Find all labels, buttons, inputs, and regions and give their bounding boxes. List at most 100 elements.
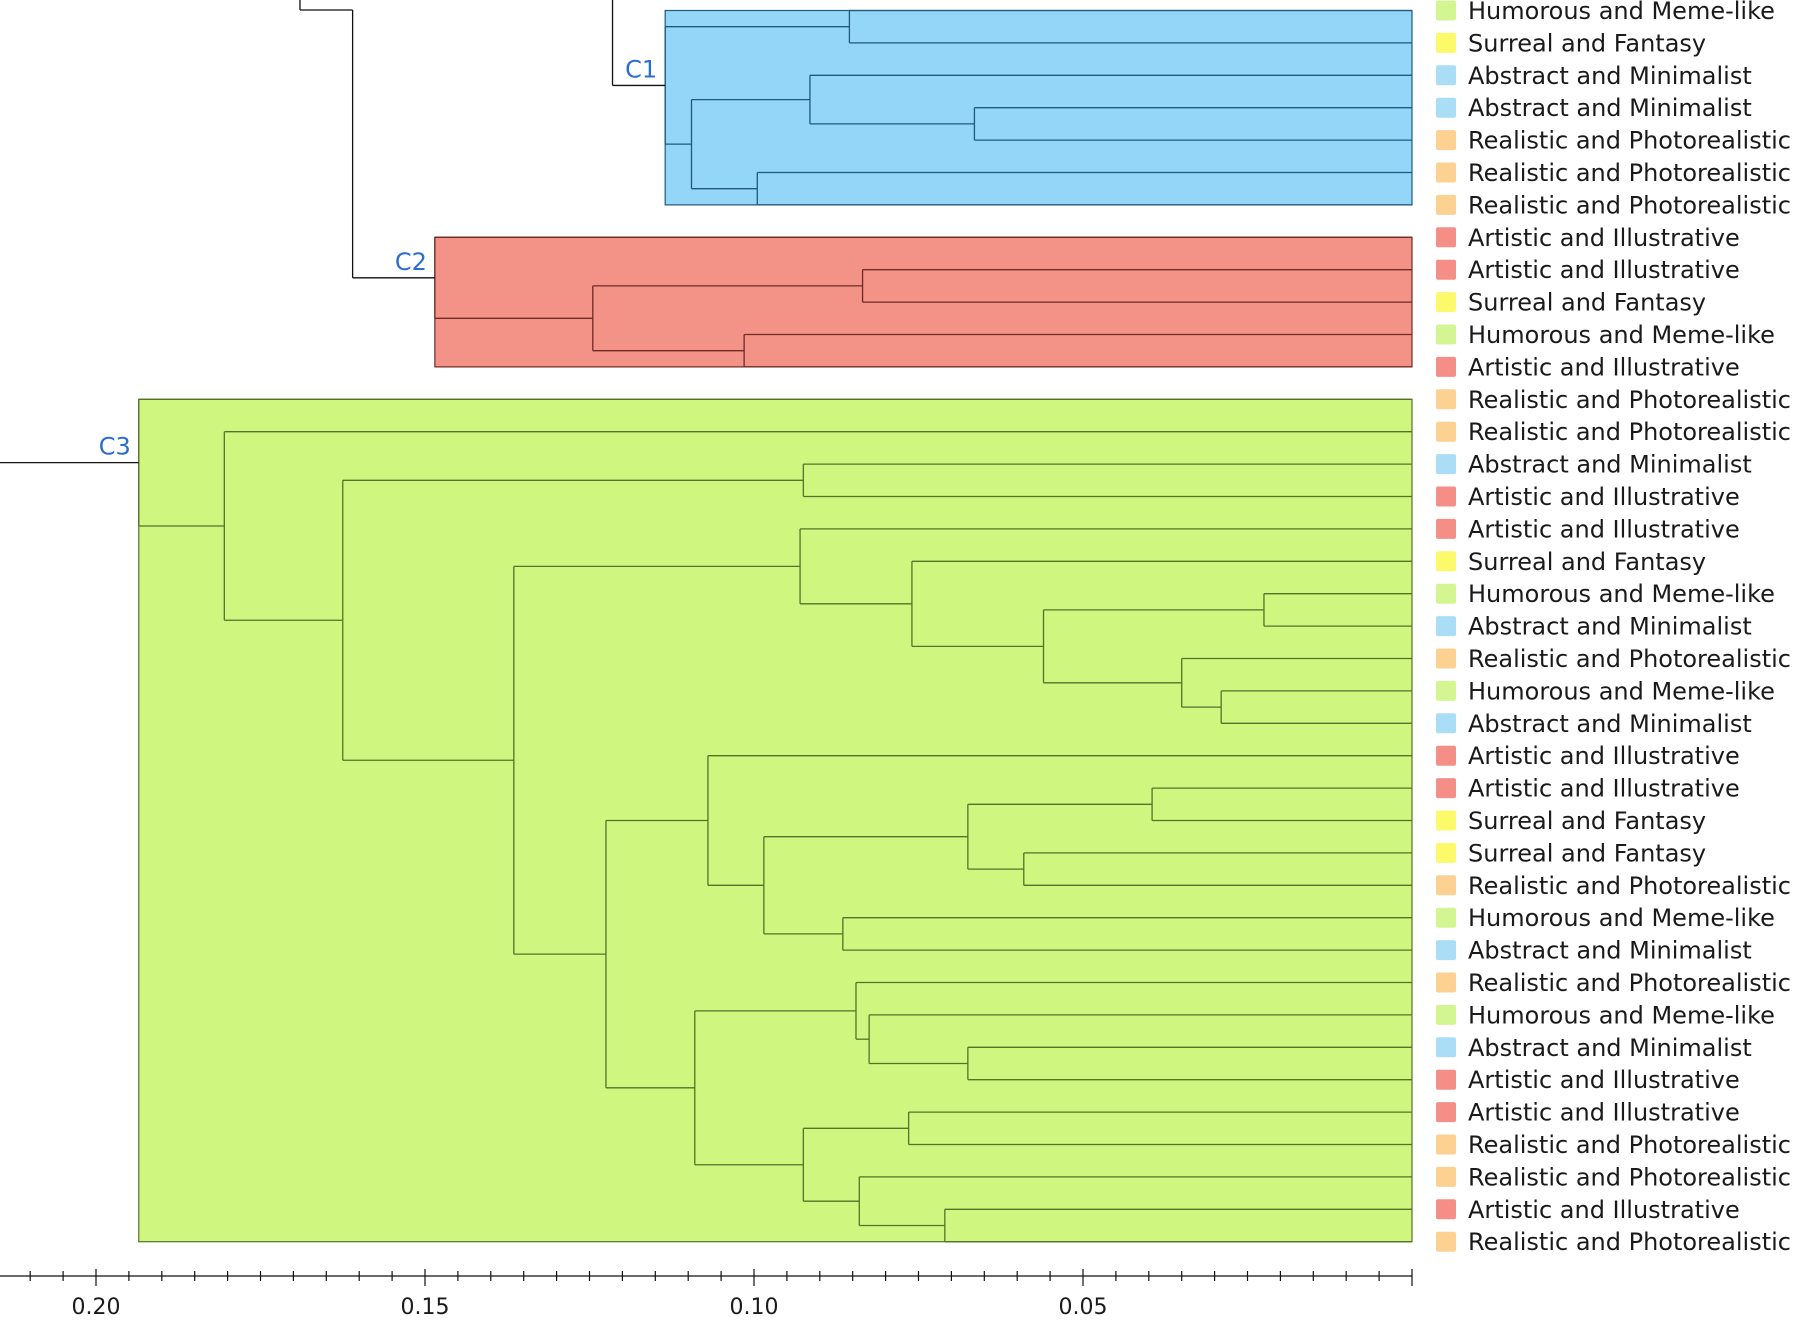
leaf-label: Surreal and Fantasy — [1468, 29, 1706, 57]
leaf-color-swatch — [1436, 907, 1456, 928]
leaf-label: Realistic and Photorealistic — [1468, 1131, 1791, 1159]
leaf-item: Realistic and Photorealistic — [1436, 191, 1791, 219]
leaf-color-swatch — [1436, 454, 1456, 475]
leaf-label: Abstract and Minimalist — [1468, 1034, 1752, 1062]
leaf-item: Realistic and Photorealistic — [1436, 969, 1791, 997]
leaf-item: Realistic and Photorealistic — [1436, 872, 1791, 900]
leaf-label: Realistic and Photorealistic — [1468, 127, 1791, 155]
leaf-label: Realistic and Photorealistic — [1468, 418, 1791, 446]
leaf-color-swatch — [1436, 1004, 1456, 1025]
leaf-color-swatch — [1436, 713, 1456, 734]
leaf-label: Humorous and Meme-like — [1468, 904, 1775, 932]
leaf-item: Humorous and Meme-like — [1436, 580, 1775, 608]
leaf-color-swatch — [1436, 1037, 1456, 1058]
leaf-label: Abstract and Minimalist — [1468, 451, 1752, 479]
leaf-label: Humorous and Meme-like — [1468, 677, 1775, 705]
leaf-label: Surreal and Fantasy — [1468, 548, 1706, 576]
leaf-label: Surreal and Fantasy — [1468, 289, 1706, 317]
leaf-color-swatch — [1436, 972, 1456, 993]
leaf-item: Abstract and Minimalist — [1436, 937, 1752, 965]
leaf-item: Artistic and Illustrative — [1436, 224, 1740, 252]
x-tick-label: 0.15 — [401, 1295, 450, 1320]
leaf-color-swatch — [1436, 551, 1456, 572]
leaf-color-swatch — [1436, 1069, 1456, 1090]
cluster-c1: C1 — [625, 9, 1413, 206]
leaf-item: Abstract and Minimalist — [1436, 94, 1752, 122]
leaf-item: Humorous and Meme-like — [1436, 904, 1775, 932]
leaf-item: Surreal and Fantasy — [1436, 807, 1706, 835]
leaf-item: Abstract and Minimalist — [1436, 451, 1752, 479]
leaf-color-swatch — [1436, 875, 1456, 896]
leaf-color-swatch — [1436, 680, 1456, 701]
x-axis: 0.20 0.15 0.10 0.05 — [0, 1269, 1413, 1320]
leaf-label: Realistic and Photorealistic — [1468, 159, 1791, 187]
leaf-labels-layer: Humorous and Meme-like Surreal and Fantas… — [1436, 0, 1791, 1256]
leaf-item: Realistic and Photorealistic — [1436, 418, 1791, 446]
leaf-item: Artistic and Illustrative — [1436, 515, 1740, 543]
leaf-label: Abstract and Minimalist — [1468, 710, 1752, 738]
leaf-label: Artistic and Illustrative — [1468, 353, 1740, 381]
leaf-color-swatch — [1436, 778, 1456, 799]
leaf-item: Realistic and Photorealistic — [1436, 386, 1791, 414]
leaf-color-swatch — [1436, 162, 1456, 183]
leaf-label: Realistic and Photorealistic — [1468, 386, 1791, 414]
leaf-label: Artistic and Illustrative — [1468, 483, 1740, 511]
leaf-color-swatch — [1436, 486, 1456, 507]
leaf-item: Artistic and Illustrative — [1436, 256, 1740, 284]
leaf-color-swatch — [1436, 389, 1456, 410]
leaf-label: Artistic and Illustrative — [1468, 515, 1740, 543]
leaf-label: Humorous and Meme-like — [1468, 1001, 1775, 1029]
leaf-item: Humorous and Meme-like — [1436, 677, 1775, 705]
leaf-item: Realistic and Photorealistic — [1436, 1163, 1791, 1191]
leaf-color-swatch — [1436, 356, 1456, 377]
leaf-label: Artistic and Illustrative — [1468, 224, 1740, 252]
leaf-color-swatch — [1436, 1199, 1456, 1220]
upper-links-layer — [0, 0, 666, 464]
leaf-item: Artistic and Illustrative — [1436, 1196, 1740, 1224]
leaf-label: Humorous and Meme-like — [1468, 321, 1775, 349]
leaf-item: Artistic and Illustrative — [1436, 775, 1740, 803]
leaf-label: Artistic and Illustrative — [1468, 742, 1740, 770]
leaf-label: Artistic and Illustrative — [1468, 1196, 1740, 1224]
leaf-color-swatch — [1436, 97, 1456, 118]
leaf-color-swatch — [1436, 842, 1456, 863]
leaf-item: Surreal and Fantasy — [1436, 29, 1706, 57]
clusters-layer: C1 C2 C3 — [99, 9, 1413, 1243]
x-tick-label: 0.20 — [72, 1295, 121, 1320]
leaf-item: Artistic and Illustrative — [1436, 1066, 1740, 1094]
leaf-item: Realistic and Photorealistic — [1436, 1228, 1791, 1256]
leaf-item: Surreal and Fantasy — [1436, 289, 1706, 317]
leaf-item: Artistic and Illustrative — [1436, 742, 1740, 770]
leaf-color-swatch — [1436, 65, 1456, 86]
leaf-color-swatch — [1436, 292, 1456, 313]
leaf-color-swatch — [1436, 194, 1456, 215]
leaf-item: Artistic and Illustrative — [1436, 353, 1740, 381]
leaf-label: Abstract and Minimalist — [1468, 937, 1752, 965]
leaf-item: Realistic and Photorealistic — [1436, 159, 1791, 187]
leaf-color-swatch — [1436, 810, 1456, 831]
leaf-label: Realistic and Photorealistic — [1468, 969, 1791, 997]
leaf-item: Artistic and Illustrative — [1436, 483, 1740, 511]
leaf-item: Abstract and Minimalist — [1436, 62, 1752, 90]
leaf-item: Realistic and Photorealistic — [1436, 127, 1791, 155]
cluster-c2: C2 — [395, 236, 1413, 368]
leaf-color-swatch — [1436, 32, 1456, 53]
leaf-label: Surreal and Fantasy — [1468, 839, 1706, 867]
leaf-color-swatch — [1436, 421, 1456, 442]
leaf-color-swatch — [1436, 583, 1456, 604]
leaf-color-swatch — [1436, 324, 1456, 345]
cluster-label-c1: C1 — [625, 55, 657, 83]
leaf-item: Abstract and Minimalist — [1436, 710, 1752, 738]
leaf-item: Realistic and Photorealistic — [1436, 1131, 1791, 1159]
leaf-color-swatch — [1436, 1134, 1456, 1155]
leaf-item: Humorous and Meme-like — [1436, 321, 1775, 349]
x-tick-label: 0.05 — [1059, 1295, 1108, 1320]
leaf-label: Artistic and Illustrative — [1468, 1066, 1740, 1094]
x-tick-label: 0.10 — [730, 1295, 779, 1320]
leaf-label: Abstract and Minimalist — [1468, 613, 1752, 641]
cluster-label-c2: C2 — [395, 248, 427, 276]
cluster-label-c3: C3 — [99, 433, 131, 461]
leaf-label: Realistic and Photorealistic — [1468, 191, 1791, 219]
leaf-color-swatch — [1436, 518, 1456, 539]
